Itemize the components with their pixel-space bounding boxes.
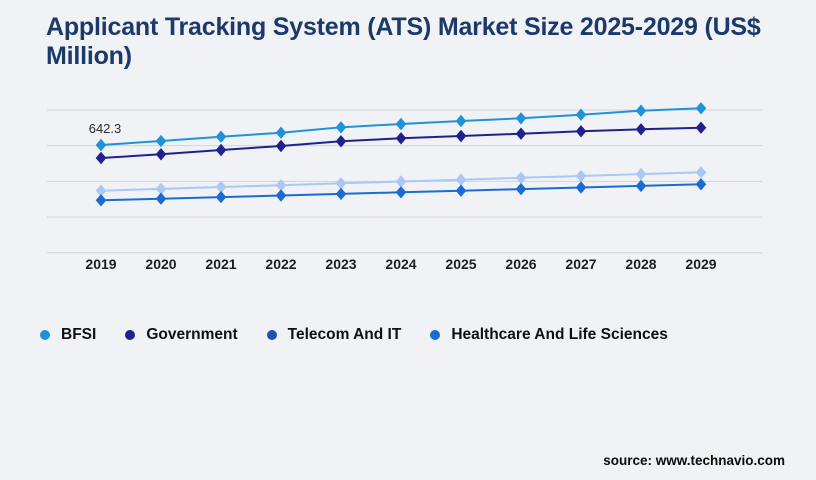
legend-item-healthcare: Healthcare And Life Sciences xyxy=(430,326,668,344)
svg-text:2021: 2021 xyxy=(205,256,236,272)
svg-text:2027: 2027 xyxy=(565,256,596,272)
svg-text:2019: 2019 xyxy=(85,256,116,272)
legend-dot-bfsi-icon xyxy=(40,330,50,340)
chart-title: Applicant Tracking System (ATS) Market S… xyxy=(46,13,761,70)
legend-dot-telecom-and-it-icon xyxy=(266,330,277,340)
legend-item-government: Government xyxy=(125,326,238,344)
svg-text:642.3: 642.3 xyxy=(89,121,122,136)
svg-text:2023: 2023 xyxy=(325,256,356,272)
svg-text:2028: 2028 xyxy=(625,256,656,272)
legend-label-telecom-and-it: Telecom And IT xyxy=(287,326,402,343)
legend-item-bfsi: BFSI xyxy=(40,326,96,344)
legend-dot-healthcare-icon xyxy=(430,330,441,340)
legend-item-telecom-and-it: Telecom And IT xyxy=(266,326,402,344)
svg-text:2024: 2024 xyxy=(385,256,416,272)
legend-label-healthcare: Healthcare And Life Sciences xyxy=(451,326,668,343)
svg-text:2025: 2025 xyxy=(445,256,476,272)
svg-text:2026: 2026 xyxy=(505,256,536,272)
legend-dot-government-icon xyxy=(125,330,136,340)
source-attribution: source: www.technavio.com xyxy=(603,453,785,468)
svg-text:2022: 2022 xyxy=(265,256,296,272)
chart-legend: BFSI Government Telecom And IT Healthcar… xyxy=(40,324,668,346)
svg-text:2020: 2020 xyxy=(145,256,176,272)
legend-label-government: Government xyxy=(146,326,238,343)
legend-label-bfsi: BFSI xyxy=(61,326,97,343)
svg-text:2029: 2029 xyxy=(685,256,716,272)
